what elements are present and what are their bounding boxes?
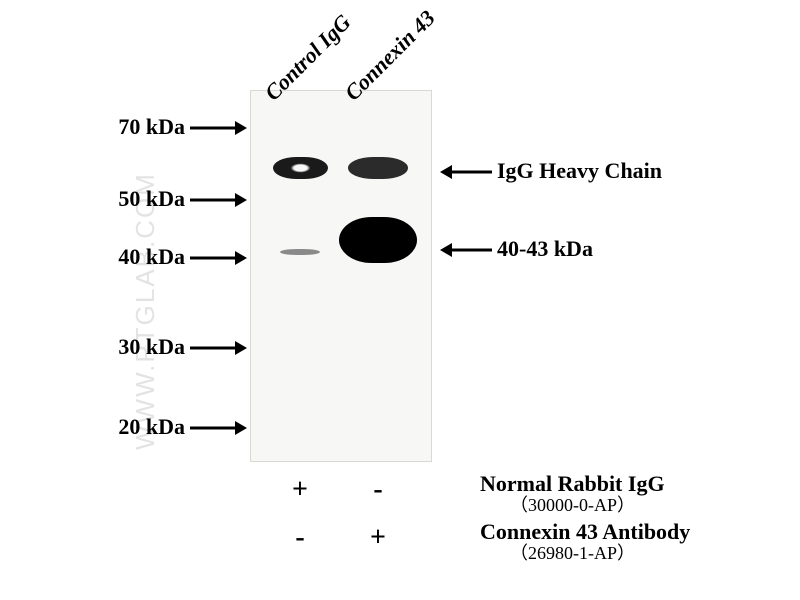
mw-marker-label: 70 kDa (95, 114, 185, 140)
mw-marker-label: 30 kDa (95, 334, 185, 360)
band-annotation-label: 40-43 kDa (497, 236, 593, 262)
blot-band (273, 157, 328, 179)
legend-sign: + (366, 522, 390, 554)
legend-title-text: Normal Rabbit IgG (480, 471, 665, 496)
legend-sign: - (288, 522, 312, 554)
legend-sign: - (366, 474, 390, 506)
watermark-text: WWW.PTGLAB.COM (130, 172, 161, 450)
mw-marker-label: 20 kDa (95, 414, 185, 440)
mw-marker-label: 40 kDa (95, 244, 185, 270)
legend-subtitle-text: （30000-0-AP） (480, 496, 665, 516)
legend-subtitle-text: （26980-1-AP） (480, 544, 690, 564)
legend-title: Normal Rabbit IgG（30000-0-AP） (480, 472, 665, 516)
legend-sign: + (288, 474, 312, 506)
band-annotation-label: IgG Heavy Chain (497, 158, 662, 184)
blot-membrane (250, 90, 432, 462)
legend-title-text: Connexin 43 Antibody (480, 519, 690, 544)
blot-band (348, 157, 408, 179)
blot-band (280, 249, 320, 255)
mw-marker-label: 50 kDa (95, 186, 185, 212)
blot-band (339, 217, 417, 263)
legend-title: Connexin 43 Antibody（26980-1-AP） (480, 520, 690, 564)
